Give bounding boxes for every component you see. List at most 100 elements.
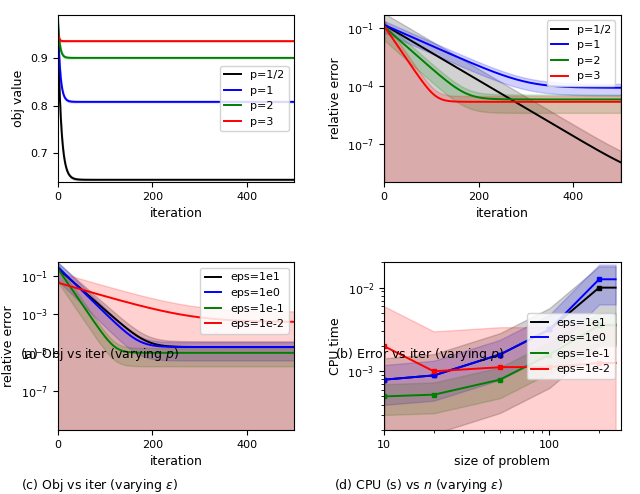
eps=1e-1 xyxy=(115,346,122,352)
p=2 xyxy=(441,77,449,82)
p=1/2 xyxy=(115,177,122,183)
Line: eps=1e1: eps=1e1 xyxy=(384,288,616,380)
eps=1e-1 xyxy=(390,393,397,399)
Line: p=2: p=2 xyxy=(58,12,294,58)
eps=1e-1 xyxy=(595,322,603,328)
eps=1e-2 xyxy=(612,360,620,366)
p=3 xyxy=(194,38,202,44)
p=2 xyxy=(291,55,298,61)
p=1 xyxy=(161,99,169,105)
p=3 xyxy=(212,38,220,44)
eps=1e-2 xyxy=(423,365,431,371)
p=3 xyxy=(520,99,527,105)
p=3 xyxy=(380,23,388,29)
eps=1e-1 xyxy=(212,350,220,356)
eps=1e0 xyxy=(161,344,168,350)
eps=1e1 xyxy=(232,344,239,350)
Line: eps=1e1: eps=1e1 xyxy=(58,268,294,347)
p=2 xyxy=(559,96,566,102)
eps=1e1 xyxy=(380,377,388,383)
p=1/2 xyxy=(161,177,168,183)
Line: p=1/2: p=1/2 xyxy=(384,25,621,163)
p=1/2 xyxy=(194,177,202,183)
p=3 xyxy=(617,99,625,105)
p=2 xyxy=(95,55,103,61)
eps=1e-2 xyxy=(390,348,397,354)
p=1/2 xyxy=(617,160,625,165)
X-axis label: size of problem: size of problem xyxy=(454,455,550,468)
eps=1e1 xyxy=(423,373,431,379)
p=1/2 xyxy=(488,85,495,91)
p=1/2 xyxy=(95,177,103,183)
p=1 xyxy=(115,99,122,105)
eps=1e1 xyxy=(54,265,61,271)
p=2 xyxy=(120,55,128,61)
Text: (a) Obj vs iter (varying $p$): (a) Obj vs iter (varying $p$) xyxy=(20,346,179,363)
p=1/2 xyxy=(54,14,61,20)
p=1 xyxy=(617,85,625,91)
p=1 xyxy=(212,99,220,105)
p=1/2 xyxy=(291,177,298,183)
p=2 xyxy=(422,61,430,67)
eps=1e1 xyxy=(602,285,609,290)
Line: p=3: p=3 xyxy=(384,26,621,102)
eps=1e0 xyxy=(95,305,103,311)
p=3 xyxy=(115,38,123,44)
eps=1e-1 xyxy=(394,393,402,399)
eps=1e-1 xyxy=(602,322,609,328)
eps=1e-2 xyxy=(394,350,402,356)
p=2 xyxy=(488,96,495,102)
Line: p=1/2: p=1/2 xyxy=(58,17,294,180)
eps=1e-1 xyxy=(592,324,600,330)
eps=1e0 xyxy=(54,264,61,270)
p=3 xyxy=(488,99,495,105)
eps=1e-1 xyxy=(95,327,103,332)
X-axis label: iteration: iteration xyxy=(150,455,202,468)
p=2 xyxy=(115,55,122,61)
eps=1e0 xyxy=(602,276,609,282)
eps=1e-2 xyxy=(115,297,122,303)
Y-axis label: relative error: relative error xyxy=(328,58,342,139)
eps=1e0 xyxy=(394,375,402,381)
p=1 xyxy=(95,99,103,105)
X-axis label: iteration: iteration xyxy=(476,207,529,220)
eps=1e0 xyxy=(390,376,397,382)
p=3 xyxy=(441,97,449,103)
eps=1e-2 xyxy=(161,308,168,314)
p=1/2 xyxy=(559,126,566,132)
Y-axis label: obj value: obj value xyxy=(12,70,24,127)
eps=1e-2 xyxy=(193,314,201,320)
Y-axis label: CPU time: CPU time xyxy=(329,317,342,375)
p=1 xyxy=(488,68,495,74)
eps=1e1 xyxy=(193,344,201,350)
p=3 xyxy=(232,38,240,44)
eps=1e1 xyxy=(612,285,620,290)
Legend: p=1/2, p=1, p=2, p=3: p=1/2, p=1, p=2, p=3 xyxy=(547,20,615,86)
eps=1e1 xyxy=(291,344,298,350)
p=2 xyxy=(520,96,527,102)
p=3 xyxy=(291,38,298,44)
eps=1e0 xyxy=(612,276,620,282)
eps=1e1 xyxy=(394,375,402,381)
p=3 xyxy=(54,24,61,30)
Text: (c) Obj vs iter (varying $\varepsilon$): (c) Obj vs iter (varying $\varepsilon$) xyxy=(20,477,178,494)
eps=1e-1 xyxy=(423,392,431,398)
p=1/2 xyxy=(232,177,240,183)
p=1 xyxy=(520,79,527,84)
eps=1e-2 xyxy=(380,343,388,349)
eps=1e1 xyxy=(595,285,603,290)
p=1 xyxy=(441,48,449,54)
p=1/2 xyxy=(520,104,527,110)
p=1 xyxy=(54,8,61,14)
eps=1e-2 xyxy=(430,369,438,374)
eps=1e0 xyxy=(193,344,201,350)
p=1 xyxy=(538,82,546,88)
p=1/2 xyxy=(538,115,546,121)
Legend: p=1/2, p=1, p=2, p=3: p=1/2, p=1, p=2, p=3 xyxy=(220,66,289,131)
Y-axis label: relative error: relative error xyxy=(3,305,15,387)
Text: (b) Error vs iter (varying $p$): (b) Error vs iter (varying $p$) xyxy=(335,346,504,363)
p=1/2 xyxy=(174,177,182,183)
Line: eps=1e-2: eps=1e-2 xyxy=(58,283,294,322)
p=1/2 xyxy=(422,46,430,52)
eps=1e0 xyxy=(115,323,122,329)
